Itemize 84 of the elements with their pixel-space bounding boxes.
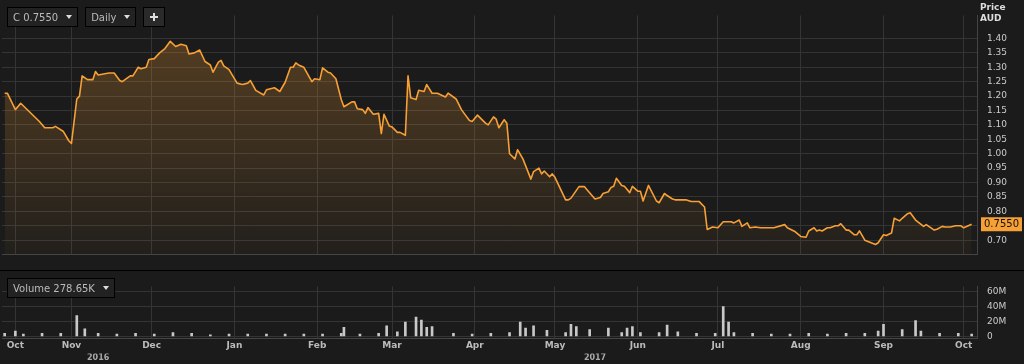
bar <box>914 320 917 337</box>
y-tick-label: 1.10 <box>987 119 1008 130</box>
bar <box>956 333 960 337</box>
bar <box>769 333 773 337</box>
x-tick-label: Mar <box>382 340 403 351</box>
bar <box>152 333 156 337</box>
y-tick-label: 1.05 <box>987 133 1008 144</box>
y-tick-label: 1.00 <box>987 148 1008 159</box>
bar <box>83 328 87 337</box>
bar <box>620 332 624 337</box>
bar <box>532 325 535 337</box>
x-tick-label: Oct <box>955 340 973 351</box>
x-tick-label: Aug <box>790 340 811 351</box>
y-tick-label: 40M <box>987 300 1007 311</box>
bar <box>713 333 717 337</box>
annotation: C 0.7550 <box>13 11 59 23</box>
y-tick-label: 0.80 <box>987 205 1008 216</box>
y-tick-label: 0.70 <box>987 234 1008 245</box>
bar <box>970 333 973 337</box>
bar <box>265 333 268 337</box>
x-tick-label: Jun <box>628 340 646 351</box>
y-tick-label: 0 <box>987 330 993 341</box>
bar <box>75 315 79 337</box>
annotation: Daily <box>91 11 117 23</box>
y-axis-title: Price AUD <box>980 2 1007 24</box>
y-tick-label: 1.35 <box>987 47 1008 58</box>
annotation: Volume 278.65K <box>13 282 95 294</box>
bar <box>863 333 867 337</box>
bar <box>385 325 388 337</box>
y-tick-label: 1.15 <box>987 104 1008 115</box>
x-tick-label: Feb <box>308 340 327 351</box>
x-tick-label: Sep <box>873 340 894 351</box>
bar <box>377 333 380 337</box>
y-tick-label: 20M <box>987 315 1007 326</box>
x-tick-label: Jan <box>225 340 243 351</box>
x-tick-label: Jul <box>710 340 725 351</box>
bar <box>14 330 17 337</box>
bar <box>676 331 680 337</box>
bar <box>518 321 522 337</box>
y-tick-label: 0.95 <box>987 162 1008 173</box>
y-tick-label: 1.25 <box>987 76 1008 87</box>
bar <box>639 332 642 337</box>
x-tick-label: Nov <box>61 340 82 351</box>
bar <box>727 321 730 337</box>
bar <box>882 324 885 337</box>
bar <box>420 319 423 337</box>
bar <box>134 333 137 337</box>
bar <box>452 333 455 337</box>
bar <box>807 333 811 337</box>
bar <box>826 333 829 337</box>
bar <box>321 333 324 337</box>
x2-tick-label: 2016 <box>87 353 110 363</box>
bar <box>425 327 429 337</box>
bar <box>938 333 941 337</box>
x-tick-label: Apr <box>465 340 485 351</box>
bar <box>508 332 511 337</box>
bar <box>246 333 250 337</box>
bar <box>695 333 698 337</box>
bar <box>721 306 725 337</box>
y-tick-label: 0.90 <box>987 176 1008 187</box>
x-tick-label: May <box>544 340 566 351</box>
bar <box>404 321 407 337</box>
data-label: 0.7550 <box>984 217 1019 229</box>
y-tick-label: 1.40 <box>987 32 1008 43</box>
bar <box>900 329 904 337</box>
y-tick-label: 1.30 <box>987 61 1008 72</box>
x-tick-label: Dec <box>142 340 162 351</box>
bar <box>564 332 567 337</box>
bar <box>751 333 754 337</box>
bar <box>59 333 63 337</box>
y-tick-label: 0.85 <box>987 191 1008 202</box>
bar <box>3 333 6 337</box>
bar <box>396 331 399 337</box>
y-tick-label: 60M <box>987 285 1007 296</box>
bar <box>190 333 193 337</box>
bar <box>574 326 578 337</box>
bar <box>22 333 25 337</box>
bar <box>631 326 634 337</box>
y-tick-label: 1.20 <box>987 90 1008 101</box>
bar <box>588 329 591 337</box>
bar <box>607 327 610 337</box>
x-tick-label: Oct <box>6 340 25 351</box>
x2-tick-label: 2017 <box>583 353 607 363</box>
bar <box>524 327 527 337</box>
